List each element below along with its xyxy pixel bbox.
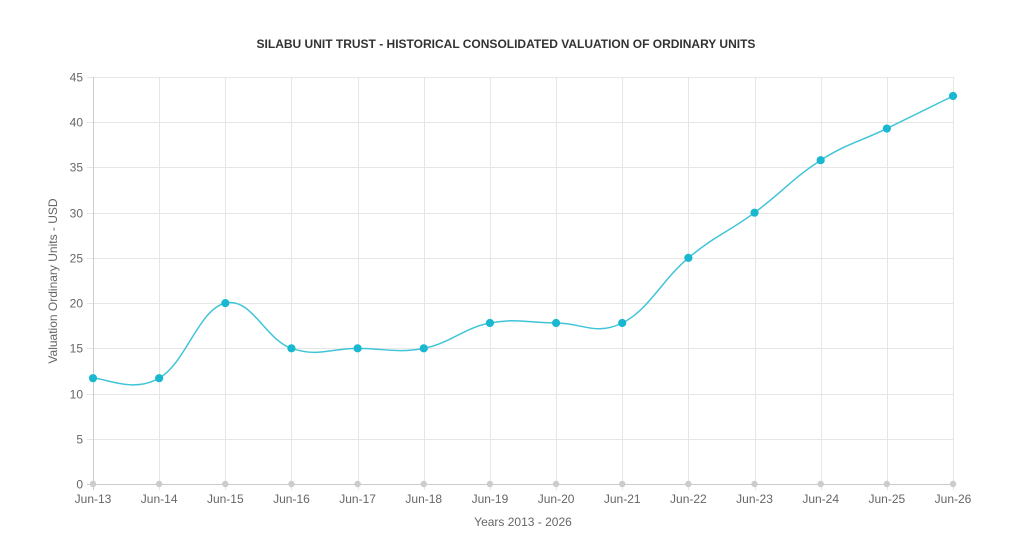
points-layer	[88, 91, 958, 383]
baseline-marker	[552, 480, 560, 488]
x-tick-label: Jun-24	[802, 492, 839, 506]
x-tick-label: Jun-19	[472, 492, 509, 506]
x-axis-title: Years 2013 - 2026	[474, 515, 572, 529]
series-line	[92, 95, 954, 386]
axis-layer: 0 5 10 15 20 25 30 35 40 45 Jun-13 Jun-14 Jun-15 Jun-…	[70, 71, 972, 507]
x-tick-label: Jun-21	[604, 492, 641, 506]
chart-title: SILABU UNIT TRUST - HISTORICAL CONSOLIDA…	[257, 37, 756, 51]
data-point[interactable]	[882, 124, 891, 133]
baseline-marker	[949, 480, 957, 488]
data-point[interactable]	[287, 344, 296, 353]
data-point[interactable]	[353, 344, 362, 353]
data-point[interactable]	[750, 208, 759, 217]
data-point[interactable]	[551, 318, 561, 328]
x-tick-label: Jun-26	[935, 492, 972, 506]
x-tick-label: Jun-16	[273, 492, 310, 506]
data-point[interactable]	[816, 156, 825, 165]
baseline-marker	[883, 480, 891, 488]
y-tick-label: 5	[76, 433, 83, 447]
y-tick-label: 45	[70, 71, 84, 85]
y-tick-label: 30	[70, 207, 84, 221]
data-point[interactable]	[485, 318, 495, 328]
data-point[interactable]	[88, 374, 98, 383]
baseline-marker	[288, 480, 295, 488]
data-point[interactable]	[221, 299, 230, 308]
baseline-marker	[619, 480, 626, 488]
data-point[interactable]	[618, 318, 627, 328]
y-tick-label: 10	[70, 388, 84, 402]
x-tick-label: Jun-25	[868, 492, 905, 506]
y-tick-label: 35	[70, 161, 84, 175]
x-tick-label: Jun-23	[736, 492, 773, 506]
baseline-marker	[155, 480, 163, 488]
y-tick-label: 25	[70, 252, 84, 266]
x-tick-label: Jun-13	[75, 492, 112, 506]
grid-layer	[87, 77, 954, 490]
x-tick-label: Jun-14	[141, 492, 178, 506]
x-tick-label: Jun-22	[670, 492, 707, 506]
baseline-marker	[354, 480, 361, 488]
baseline-marker	[751, 480, 758, 488]
baseline-marker	[486, 480, 494, 488]
baseline-marker	[89, 480, 97, 488]
data-point[interactable]	[684, 253, 693, 262]
baseline-marker	[817, 480, 824, 488]
data-point[interactable]	[155, 374, 164, 383]
y-tick-label: 0	[76, 478, 83, 492]
y-tick-label: 15	[70, 342, 84, 356]
baseline-marker	[685, 480, 692, 488]
y-axis-title: Valuation Ordinary Units - USD	[46, 198, 60, 364]
series-layer	[92, 95, 954, 386]
data-point[interactable]	[419, 344, 428, 353]
baseline-marker	[222, 480, 229, 488]
x-tick-label: Jun-17	[339, 492, 376, 506]
data-point[interactable]	[948, 91, 958, 101]
y-tick-label: 40	[70, 116, 84, 130]
x-tick-label: Jun-20	[538, 492, 575, 506]
y-tick-label: 20	[70, 297, 84, 311]
baseline-marker	[420, 480, 427, 488]
x-tick-label: Jun-15	[207, 492, 244, 506]
x-tick-label: Jun-18	[405, 492, 442, 506]
